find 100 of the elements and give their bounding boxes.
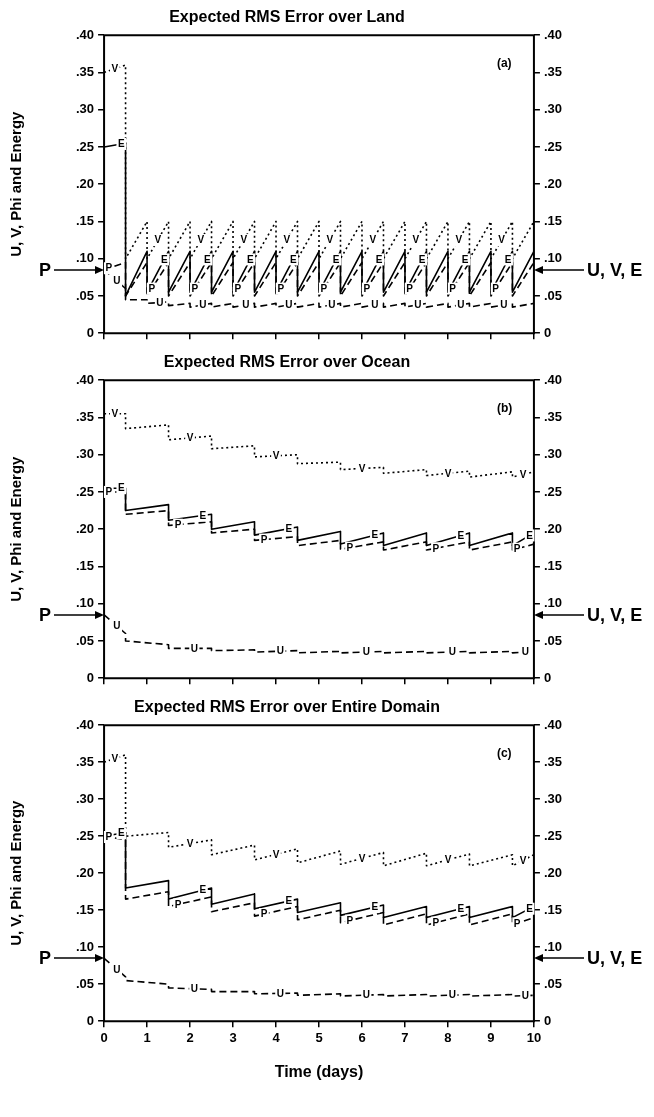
annotation: (b): [496, 401, 513, 416]
text: U, V, E: [586, 259, 643, 280]
text: E: [526, 529, 533, 541]
y-tick-label: .40: [75, 26, 95, 42]
text: P: [260, 533, 268, 545]
y-tick-label: .30: [75, 101, 95, 117]
series-label: E: [332, 253, 340, 265]
text: E: [117, 138, 125, 150]
y-tick-label: .40: [75, 716, 95, 732]
text: P: [346, 914, 354, 926]
text: V: [358, 462, 366, 474]
chart-title: Expected RMS Error over Land: [169, 8, 405, 26]
x-tick-label: 0: [100, 1029, 108, 1045]
series-label: E: [199, 509, 207, 521]
series-label: U: [521, 989, 529, 1001]
text: V: [186, 837, 194, 849]
text: E: [461, 253, 469, 265]
y2-tick-label: .35: [543, 409, 563, 425]
y-tick-label: 0: [86, 324, 95, 340]
text: P: [174, 898, 182, 910]
y-tick-label: .35: [75, 409, 95, 425]
y-tick-label: .30: [75, 790, 95, 806]
y2-tick-label: .15: [543, 558, 563, 574]
text: U: [199, 299, 207, 311]
y-tick-label: .25: [75, 827, 95, 843]
text: E: [117, 482, 125, 494]
y-tick-label: .25: [75, 138, 95, 154]
text: V: [498, 234, 506, 246]
x-tick-label: 2: [186, 1029, 194, 1045]
text: E: [418, 253, 426, 265]
text: P: [363, 282, 371, 294]
text: U: [190, 983, 198, 995]
x-axis-title: Time (days): [274, 1062, 364, 1080]
annotation: (c): [496, 746, 512, 761]
x-tick-label: 6: [358, 1029, 366, 1045]
y-tick-label: .05: [75, 287, 95, 303]
y-tick-label: .35: [75, 64, 95, 80]
series-label: P: [174, 518, 182, 530]
text: P: [105, 262, 113, 274]
y2-tick-label: .10: [543, 250, 563, 266]
annotation: (a): [496, 56, 512, 71]
text: U: [362, 646, 370, 658]
text: E: [285, 895, 293, 907]
text: V: [240, 234, 248, 246]
text: P: [406, 282, 414, 294]
series-label: V: [186, 432, 194, 444]
text: P: [432, 542, 440, 554]
text: U: [285, 299, 293, 311]
text: U: [113, 275, 121, 287]
text: E: [160, 253, 168, 265]
y-tick-label: .10: [75, 250, 95, 266]
x-tick-label: 8: [444, 1029, 452, 1045]
text: E: [375, 253, 383, 265]
x-tick-label: 5: [315, 1029, 323, 1045]
text: U: [276, 645, 284, 657]
y2-tick-label: .20: [543, 175, 563, 191]
chart-title: Expected RMS Error over Entire Domain: [134, 698, 440, 716]
y2-tick-label: .30: [543, 790, 563, 806]
y-tick-label: .30: [75, 446, 95, 462]
text: U: [190, 642, 198, 654]
text: E: [504, 253, 512, 265]
series-label: P: [513, 917, 521, 929]
text: V: [369, 234, 377, 246]
text: P: [39, 259, 52, 280]
y2-tick-label: .40: [543, 371, 563, 387]
series-label: E: [526, 902, 534, 914]
text: E: [117, 827, 125, 839]
text: V: [154, 234, 162, 246]
text: E: [199, 884, 207, 896]
y2-tick-label: .30: [543, 101, 563, 117]
text: V: [444, 854, 452, 866]
y2-tick-label: .35: [543, 753, 563, 769]
y-tick-label: .40: [75, 371, 95, 387]
text: P: [39, 948, 52, 969]
text: U, V, E: [586, 604, 643, 625]
series-label: V: [519, 854, 527, 866]
text: U: [371, 299, 379, 311]
text: P: [277, 282, 285, 294]
y-tick-label: .15: [75, 213, 95, 229]
series-label: V: [326, 234, 334, 246]
text: V: [519, 468, 527, 480]
text: U: [448, 989, 456, 1001]
text: E: [457, 529, 465, 541]
x-tick-label: 7: [401, 1029, 409, 1045]
text: U: [113, 963, 121, 975]
text: U: [276, 987, 284, 999]
text: P: [320, 282, 328, 294]
text: V: [197, 234, 205, 246]
y-tick-label: .10: [75, 938, 95, 954]
y-tick-label: .25: [75, 483, 95, 499]
text: V: [272, 450, 280, 462]
series-label: U: [521, 646, 529, 658]
text: V: [272, 848, 280, 860]
text: V: [444, 467, 452, 479]
y-tick-label: .15: [75, 558, 95, 574]
x-tick-label: 9: [487, 1029, 495, 1045]
text: P: [449, 282, 457, 294]
text: V: [455, 234, 463, 246]
text: U: [457, 299, 465, 311]
text: P: [39, 604, 52, 625]
